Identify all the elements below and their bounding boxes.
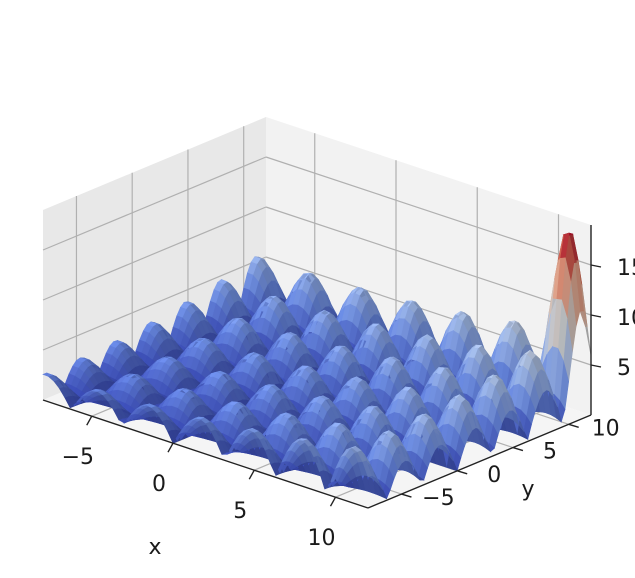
x-tick-label: 5 [233,499,247,524]
y-tick-mark [401,493,412,498]
y-tick-label: 0 [487,463,501,488]
x-tick-mark [167,442,174,453]
x-axis-label: x [148,535,161,560]
grid-line-z [42,206,267,301]
y-tick-mark [512,446,524,452]
y-axis-label: y [521,477,534,502]
y-tick-mark [456,470,468,475]
z-tick-label: 5 [617,356,631,381]
z-tick-mark [590,264,602,268]
x-tick-label: 10 [308,526,336,551]
surface-mesh [42,232,592,500]
y-tick-label: −5 [422,486,454,511]
z-tick-label: 10 [617,306,635,331]
y-tick-label: 5 [543,440,557,465]
z-tick-label: 15 [617,256,635,281]
grid-line-z [265,206,592,316]
grid-line-z [265,156,592,266]
z-tick-mark [590,364,602,368]
z-tick-mark [590,314,602,318]
y-tick-label: 10 [592,416,620,441]
grid-line-z [42,156,267,251]
y-tick-mark [568,423,579,428]
x-tick-label: −5 [62,445,94,470]
x-tick-mark [86,415,93,426]
x-tick-mark [329,496,337,507]
x-tick-label: 0 [152,472,166,497]
x-tick-mark [248,469,255,480]
grid-line-z [42,256,267,351]
grid-line-z [265,256,592,366]
